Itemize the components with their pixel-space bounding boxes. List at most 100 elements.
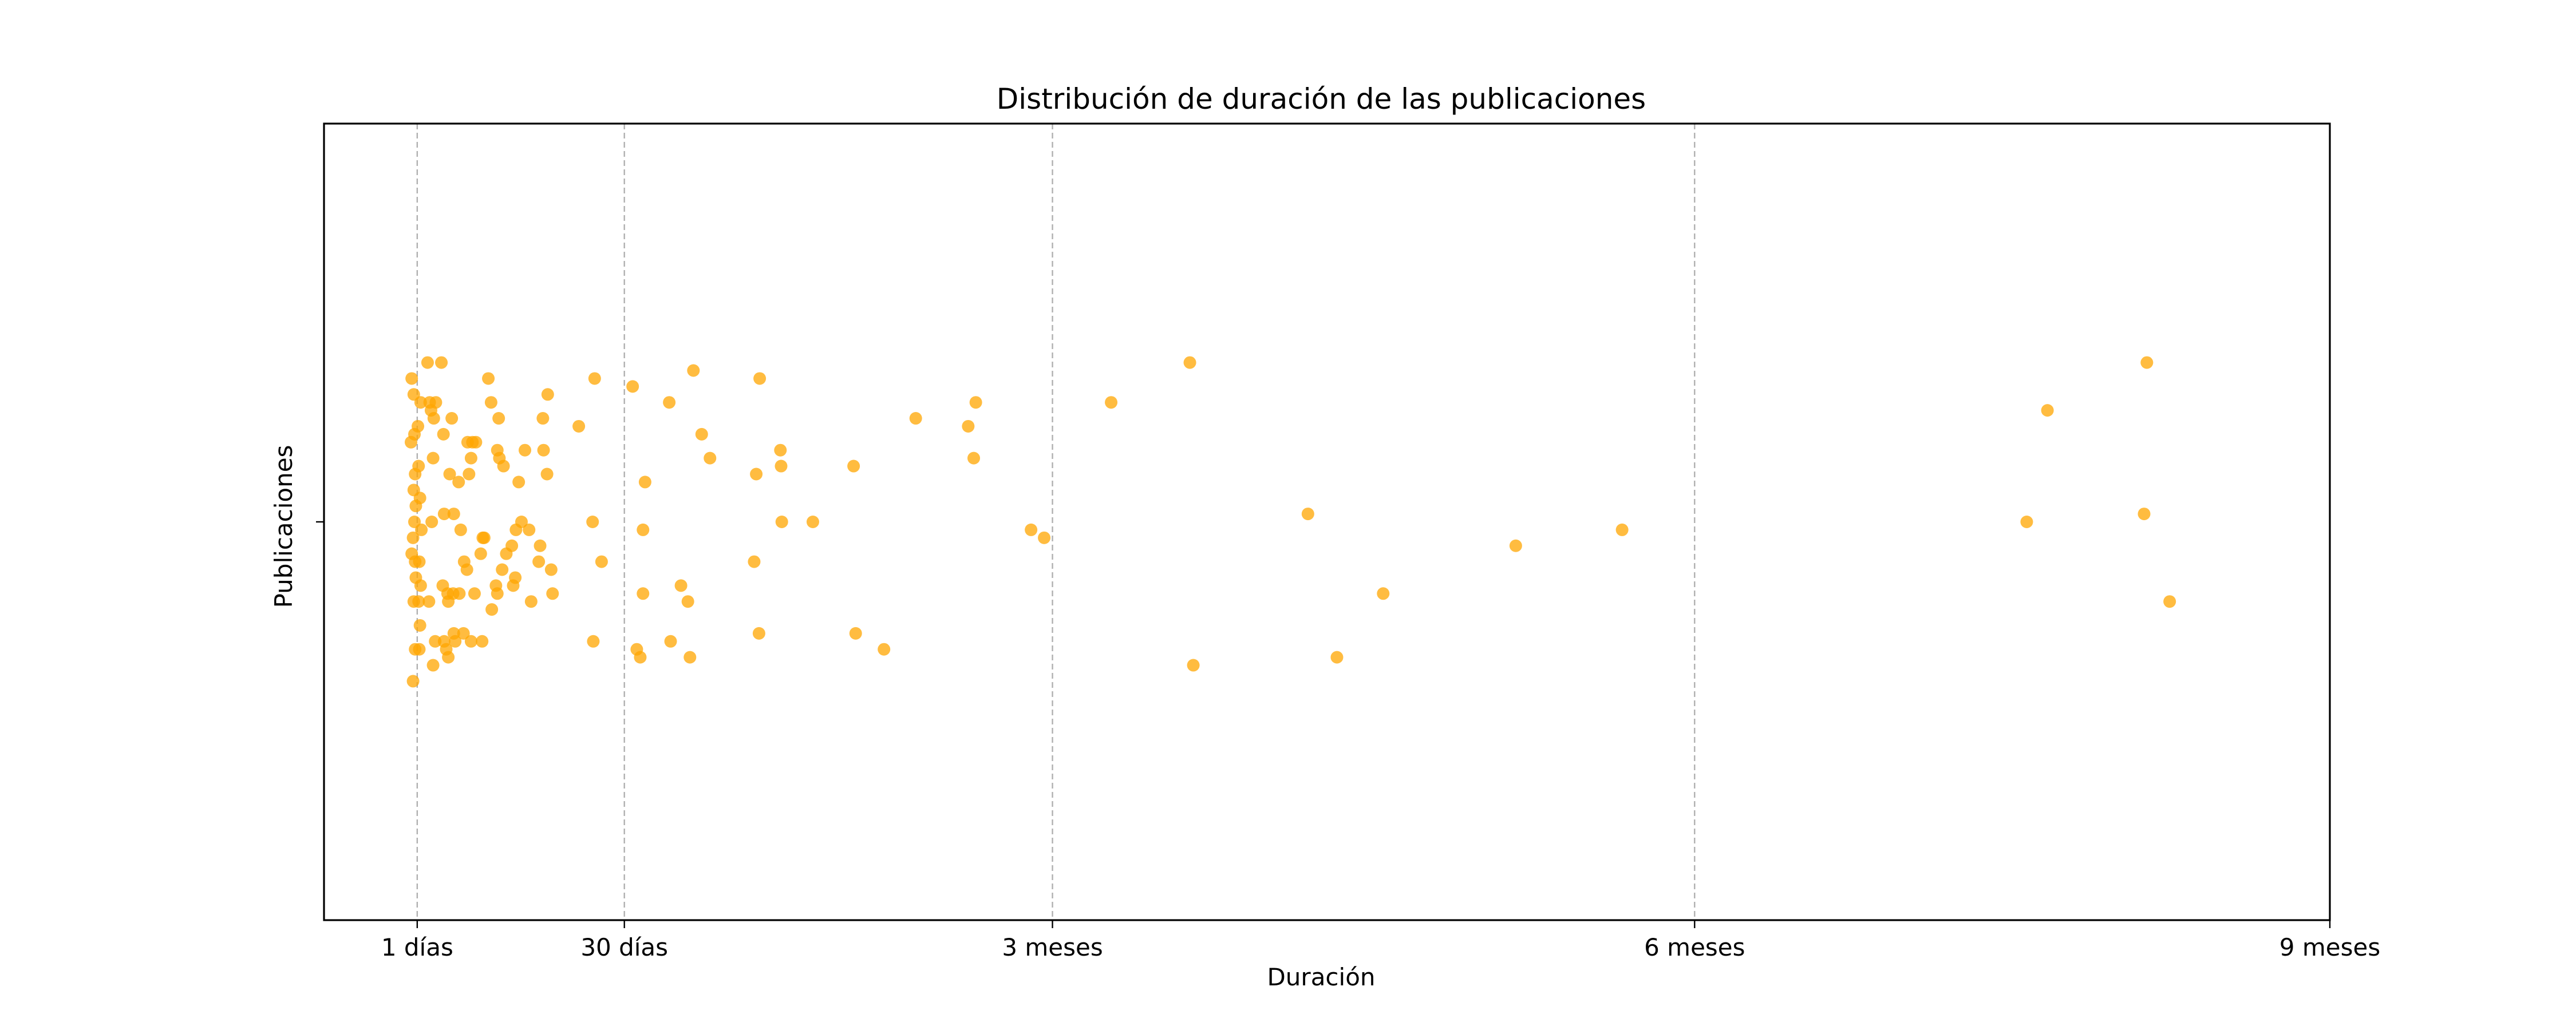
data-point: [497, 459, 510, 473]
data-point: [482, 372, 495, 385]
data-point: [524, 595, 538, 608]
data-point: [464, 451, 477, 465]
data-point: [429, 635, 442, 648]
data-point: [534, 539, 547, 552]
data-point: [406, 531, 420, 544]
data-point: [512, 476, 526, 489]
x-axis-label: Duración: [1267, 963, 1375, 991]
data-point: [404, 435, 417, 449]
data-point: [1377, 587, 1390, 600]
data-point: [509, 571, 522, 584]
data-point: [1183, 356, 1196, 369]
data-point: [638, 476, 651, 489]
data-point: [425, 516, 438, 528]
data-point: [695, 427, 708, 441]
data-point: [637, 523, 650, 536]
data-point: [429, 396, 442, 409]
data-point: [637, 587, 650, 600]
data-point: [426, 451, 440, 465]
data-point: [587, 635, 600, 648]
data-point: [412, 459, 425, 473]
data-point: [753, 372, 767, 385]
data-point: [1330, 651, 1344, 664]
data-point: [1105, 396, 1118, 409]
data-point: [477, 531, 491, 544]
data-point: [519, 443, 532, 457]
data-point: [469, 435, 483, 449]
data-point: [422, 595, 436, 608]
data-point: [962, 419, 975, 433]
data-point: [460, 563, 473, 576]
data-point: [447, 508, 460, 521]
x-tick-label: 3 meses: [1002, 933, 1103, 961]
data-point: [413, 619, 426, 632]
data-point: [457, 627, 470, 640]
x-tick-label: 9 meses: [2279, 933, 2380, 961]
data-point: [426, 659, 440, 672]
data-point: [2140, 356, 2154, 369]
data-point: [443, 468, 456, 481]
data-point: [405, 547, 418, 560]
data-point: [536, 412, 550, 425]
data-point: [775, 516, 788, 528]
data-point: [969, 396, 982, 409]
data-point: [750, 468, 763, 481]
data-point: [476, 635, 489, 648]
data-point: [484, 396, 497, 409]
data-point: [704, 451, 717, 465]
axis-ticks: 1 días 30 días 3 meses 6 meses 9 meses: [316, 521, 2380, 961]
data-point: [485, 603, 499, 616]
data-point: [541, 388, 554, 401]
data-point: [806, 516, 819, 528]
data-point: [1615, 523, 1629, 536]
data-point: [664, 635, 677, 648]
data-point: [532, 555, 546, 568]
data-point: [454, 523, 467, 536]
data-point: [595, 555, 608, 568]
data-point: [775, 459, 788, 473]
data-point: [752, 627, 765, 640]
data-point: [449, 635, 462, 648]
data-point: [1187, 659, 1200, 672]
data-point: [634, 651, 647, 664]
data-point: [774, 443, 787, 457]
data-point: [2138, 508, 2151, 521]
data-point: [687, 364, 700, 377]
data-point: [588, 372, 601, 385]
data-point: [1301, 508, 1314, 521]
data-point: [681, 595, 694, 608]
data-point: [412, 419, 425, 433]
x-tick-label: 6 meses: [1644, 933, 1745, 961]
x-tick-label: 30 días: [580, 933, 668, 961]
data-point: [2041, 404, 2054, 417]
data-point: [626, 380, 639, 393]
data-point: [468, 587, 481, 600]
data-point: [1509, 539, 1522, 552]
data-point: [544, 563, 558, 576]
data-point: [405, 372, 418, 385]
data-point: [523, 523, 536, 536]
data-point: [540, 468, 554, 481]
data-point: [406, 675, 420, 688]
data-point: [445, 412, 459, 425]
x-tick-label: 1 días: [381, 933, 453, 961]
data-point: [427, 412, 440, 425]
data-point: [414, 579, 427, 592]
data-point: [878, 643, 891, 656]
data-point: [412, 595, 425, 608]
data-point: [1025, 523, 1038, 536]
data-point: [421, 356, 434, 369]
data-point: [537, 443, 550, 457]
data-point: [546, 587, 559, 600]
data-point: [509, 523, 523, 536]
data-point: [437, 508, 451, 521]
data-point: [492, 412, 505, 425]
data-point: [663, 396, 676, 409]
data-point: [452, 476, 465, 489]
data-point: [586, 516, 599, 528]
data-point: [674, 579, 688, 592]
data-point: [849, 627, 862, 640]
data-point: [572, 419, 586, 433]
data-point: [413, 555, 426, 568]
